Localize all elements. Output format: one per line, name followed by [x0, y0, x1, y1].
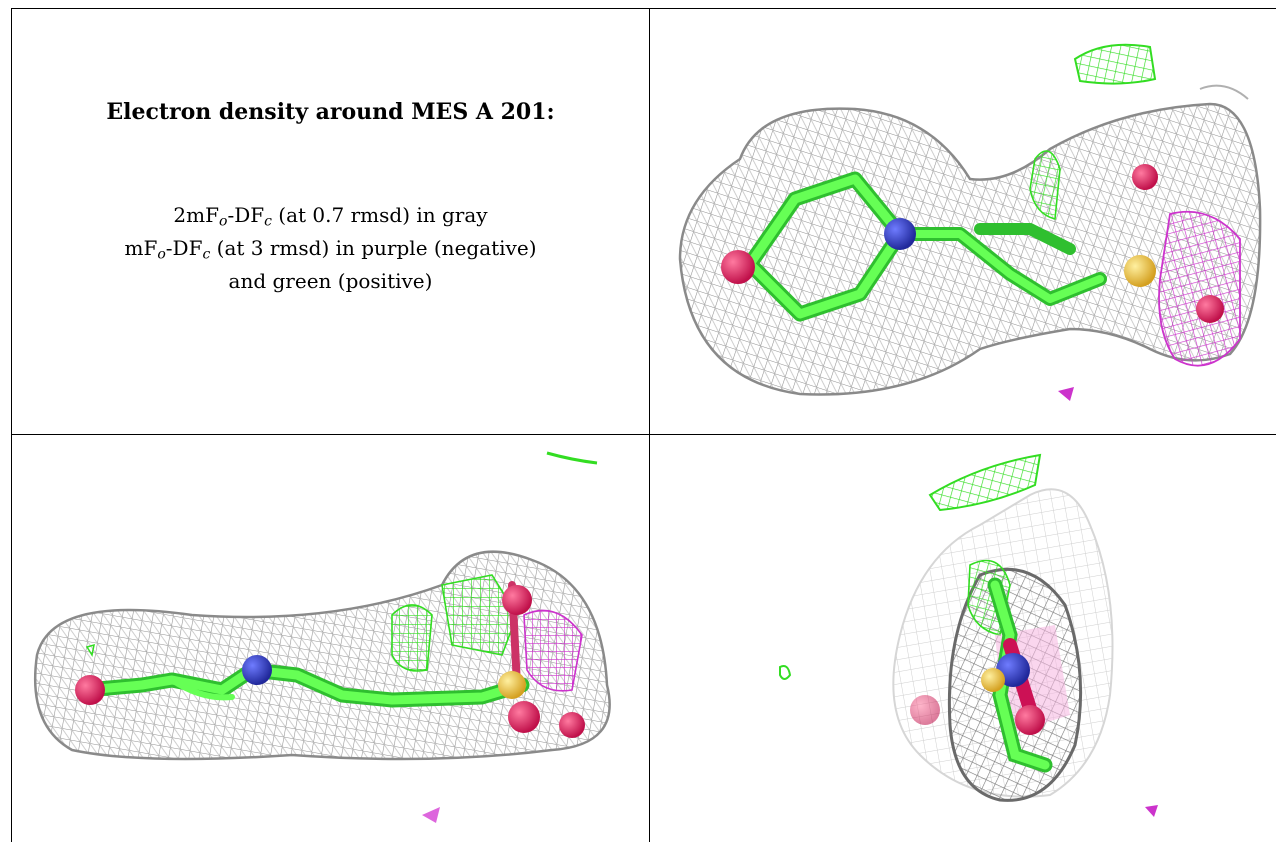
caption-body: 2mFo-DFc (at 0.7 rmsd) in gray mFo-DFc (…: [12, 199, 649, 298]
table-border-top: [12, 8, 1276, 9]
positive-density-blob: [391, 604, 433, 672]
table-divider-vertical: [649, 8, 650, 842]
sulfur-atom: [498, 671, 526, 699]
oxygen-atom: [1015, 705, 1045, 735]
sulfur-atom: [981, 668, 1005, 692]
positive-density-blob: [1073, 43, 1157, 85]
positive-density-blob: [928, 453, 1042, 512]
positive-density-speck: [779, 665, 792, 680]
oxygen-atom: [508, 701, 540, 733]
sulfur-atom: [1124, 255, 1156, 287]
density-view-end-on-image: [779, 453, 1158, 817]
caption-line-2fofc: 2mFo-DFc (at 0.7 rmsd) in gray: [173, 203, 488, 230]
caption-line-fofc: mFo-DFc (at 3 rmsd) in purple (negative): [124, 236, 537, 263]
nitrogen-atom: [884, 218, 916, 250]
oxygen-atom: [910, 695, 940, 725]
caption-line-colors: and green (positive): [228, 269, 433, 293]
negative-density-speck: [1058, 387, 1074, 401]
density-view-end-on: [650, 435, 1276, 842]
mes-molecule-model: [79, 581, 530, 708]
oxygen-atom: [721, 250, 755, 284]
positive-density-blob: [1029, 150, 1061, 221]
table-border-left: [11, 8, 12, 842]
caption-cell: Electron density around MES A 201: 2mFo-…: [12, 9, 649, 434]
density-view-side-image: [33, 451, 611, 823]
nitrogen-atom: [242, 655, 272, 685]
negative-density-speck: [1145, 805, 1158, 817]
density-view-top: [650, 9, 1276, 434]
positive-density-speck: [546, 451, 598, 465]
table-divider-horizontal: [12, 434, 1276, 435]
oxygen-atom: [75, 675, 105, 705]
positive-density-blob: [441, 574, 518, 656]
oxygen-atom: [1196, 295, 1224, 323]
caption-title: Electron density around MES A 201:: [106, 99, 555, 125]
density-view-side: [12, 435, 649, 842]
negative-density-blob: [1158, 210, 1241, 367]
oxygen-atom: [1132, 164, 1158, 190]
negative-density-speck: [422, 807, 440, 823]
oxygen-atom: [559, 712, 585, 738]
oxygen-atom: [502, 585, 532, 615]
negative-density-blob: [523, 609, 583, 692]
density-view-top-image: [678, 43, 1262, 401]
